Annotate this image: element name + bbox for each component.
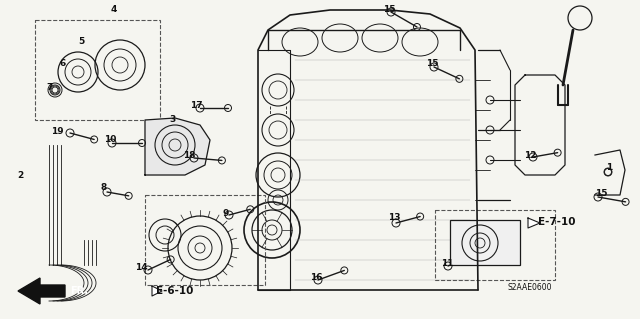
- Text: 3: 3: [169, 115, 175, 124]
- Text: E-6-10: E-6-10: [156, 286, 194, 296]
- Text: 18: 18: [183, 151, 195, 160]
- Text: 9: 9: [223, 209, 229, 218]
- Text: 7: 7: [47, 84, 53, 93]
- Text: 4: 4: [111, 5, 117, 14]
- Text: 10: 10: [104, 135, 116, 144]
- Text: 17: 17: [189, 100, 202, 109]
- Text: 13: 13: [388, 213, 400, 222]
- Bar: [435, 210, 555, 280]
- Text: 15: 15: [426, 60, 438, 69]
- Text: 2: 2: [17, 170, 23, 180]
- Text: 11: 11: [441, 259, 453, 269]
- Text: 1: 1: [606, 164, 612, 173]
- Bar: [35, 20, 160, 120]
- Text: 8: 8: [101, 183, 107, 192]
- Text: S2AAE0600: S2AAE0600: [508, 284, 552, 293]
- Polygon shape: [18, 278, 65, 304]
- Polygon shape: [528, 218, 540, 228]
- Text: 15: 15: [383, 4, 396, 13]
- Text: 5: 5: [78, 38, 84, 47]
- Bar: [450, 220, 520, 265]
- Text: FR.: FR.: [70, 286, 88, 296]
- Text: E-7-10: E-7-10: [538, 217, 576, 227]
- Text: 6: 6: [60, 60, 66, 69]
- Text: 12: 12: [524, 151, 536, 160]
- Polygon shape: [152, 286, 162, 296]
- Text: 16: 16: [310, 273, 323, 283]
- Text: 14: 14: [134, 263, 147, 272]
- Polygon shape: [145, 118, 210, 175]
- Bar: [145, 195, 265, 285]
- Text: 15: 15: [595, 189, 607, 198]
- Text: 19: 19: [51, 127, 63, 136]
